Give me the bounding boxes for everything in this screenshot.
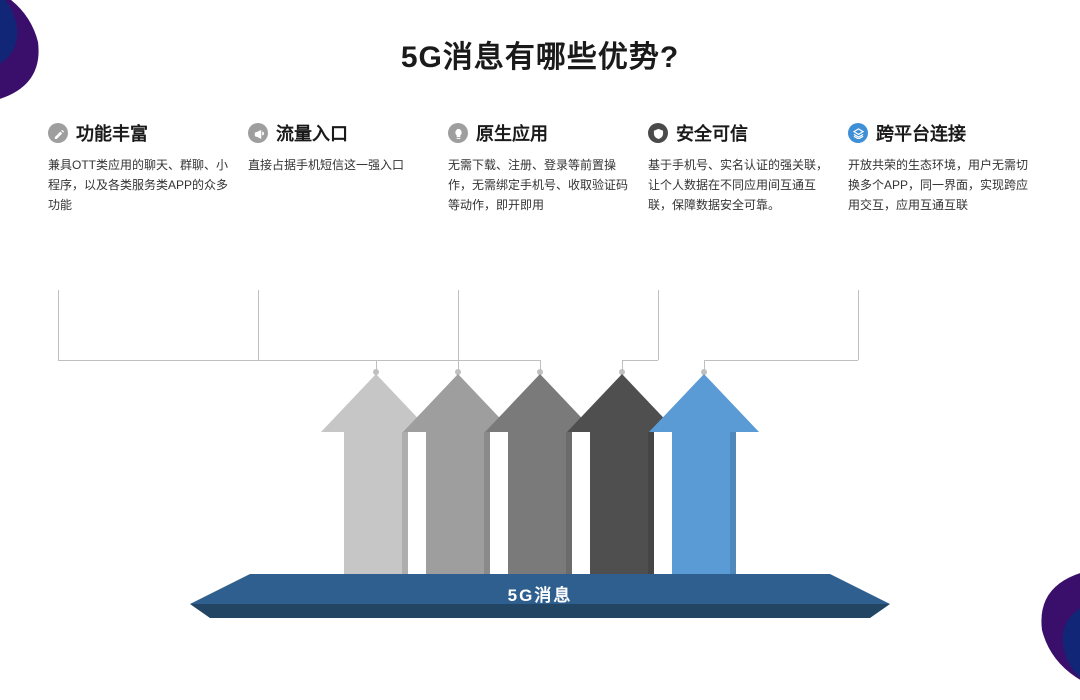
column-description: 基于手机号、实名认证的强关联，让个人数据在不同应用间互通互联，保障数据安全可靠。 bbox=[648, 156, 832, 215]
column-header: 原生应用 bbox=[448, 120, 632, 146]
page-title: 5G消息有哪些优势? bbox=[0, 32, 1080, 76]
advantages-columns: 功能丰富 兼具OTT类应用的聊天、群聊、小程序，以及各类服务类APP的众多功能 … bbox=[0, 120, 1080, 215]
bulb-icon bbox=[448, 123, 468, 143]
column-title: 功能丰富 bbox=[76, 120, 148, 146]
connector-line bbox=[58, 290, 59, 360]
pencil-icon bbox=[48, 123, 68, 143]
megaphone-icon bbox=[248, 123, 268, 143]
connector-line bbox=[858, 290, 859, 360]
connector-line bbox=[658, 290, 659, 360]
column-description: 开放共荣的生态环境，用户无需切换多个APP，同一界面，实现跨应用交互，应用互通互… bbox=[848, 156, 1032, 215]
arrows-diagram: 5G消息 bbox=[0, 298, 1080, 618]
column-description: 兼具OTT类应用的聊天、群聊、小程序，以及各类服务类APP的众多功能 bbox=[48, 156, 232, 215]
connector-line bbox=[376, 360, 377, 372]
shield-icon bbox=[648, 123, 668, 143]
advantage-column: 安全可信 基于手机号、实名认证的强关联，让个人数据在不同应用间互通互联，保障数据… bbox=[648, 120, 832, 215]
corner-decoration-top-left bbox=[0, 0, 80, 112]
connector-line bbox=[704, 360, 705, 372]
column-description: 直接占据手机短信这一强入口 bbox=[248, 156, 432, 176]
advantage-column: 跨平台连接 开放共荣的生态环境，用户无需切换多个APP，同一界面，实现跨应用交互… bbox=[848, 120, 1032, 215]
connector-line bbox=[58, 360, 376, 361]
column-title: 安全可信 bbox=[676, 120, 748, 146]
column-description: 无需下载、注册、登录等前置操作，无需绑定手机号、收取验证码等动作，即开即用 bbox=[448, 156, 632, 215]
column-header: 安全可信 bbox=[648, 120, 832, 146]
layers-icon bbox=[848, 123, 868, 143]
advantage-column: 流量入口 直接占据手机短信这一强入口 bbox=[248, 120, 432, 215]
connector-line bbox=[622, 360, 623, 372]
platform-label: 5G消息 bbox=[508, 581, 573, 606]
connector-line bbox=[458, 360, 540, 361]
advantage-column: 功能丰富 兼具OTT类应用的聊天、群聊、小程序，以及各类服务类APP的众多功能 bbox=[48, 120, 232, 215]
connector-line bbox=[540, 360, 541, 372]
column-title: 原生应用 bbox=[476, 120, 548, 146]
column-title: 流量入口 bbox=[276, 120, 348, 146]
column-header: 流量入口 bbox=[248, 120, 432, 146]
column-header: 跨平台连接 bbox=[848, 120, 1032, 146]
up-arrow bbox=[649, 374, 759, 582]
connector-line bbox=[458, 290, 459, 360]
connector-line bbox=[704, 360, 858, 361]
connector-line bbox=[258, 290, 259, 360]
connector-line bbox=[622, 360, 658, 361]
connector-line bbox=[258, 360, 458, 361]
column-title: 跨平台连接 bbox=[876, 120, 966, 146]
advantage-column: 原生应用 无需下载、注册、登录等前置操作，无需绑定手机号、收取验证码等动作，即开… bbox=[448, 120, 632, 215]
connector-line bbox=[458, 360, 459, 372]
column-header: 功能丰富 bbox=[48, 120, 232, 146]
